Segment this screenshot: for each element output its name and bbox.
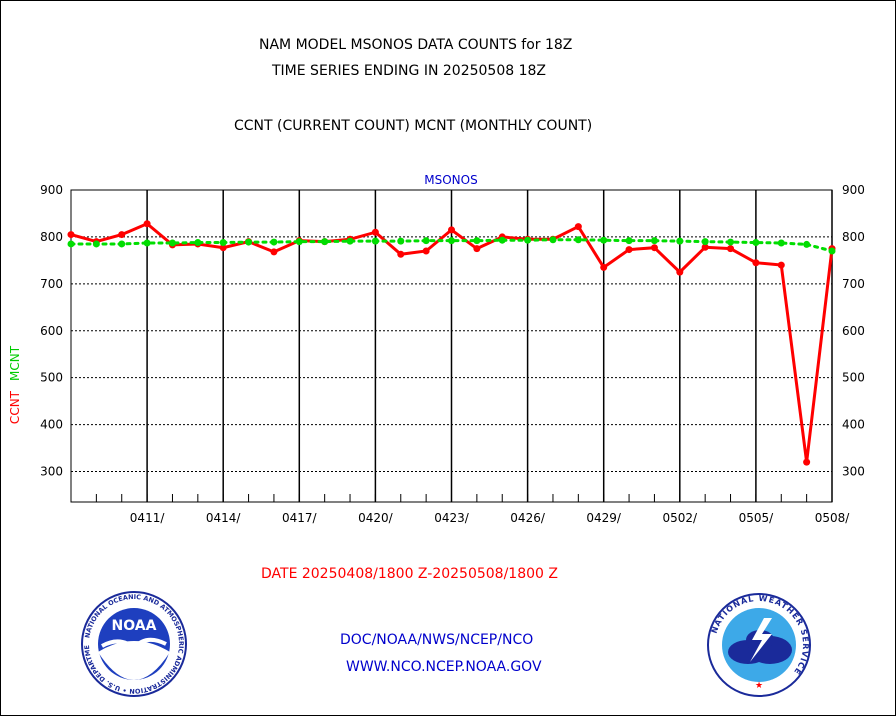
- data-point-mcnt: [371, 237, 379, 245]
- data-point-mcnt: [194, 239, 202, 247]
- data-point-mcnt: [727, 238, 735, 246]
- data-point-mcnt: [321, 238, 329, 246]
- y-tick-label-left: 700: [40, 277, 63, 291]
- data-point-mcnt: [422, 237, 430, 245]
- data-point-ccnt: [752, 259, 760, 267]
- data-point-ccnt: [600, 263, 608, 271]
- noaa-logo: NOAA NATIONAL OCEANIC AND ATMOSPHERIC AD…: [80, 590, 187, 697]
- chart-title-line1: NAM MODEL MSONOS DATA COUNTS for 18Z: [259, 37, 573, 53]
- data-point-mcnt: [473, 237, 481, 245]
- y-tick-label-left: 600: [40, 324, 63, 338]
- data-point-mcnt: [574, 236, 582, 244]
- y-tick-label-left: 400: [40, 418, 63, 432]
- data-point-mcnt: [498, 236, 506, 244]
- data-point-ccnt: [701, 243, 709, 251]
- data-point-ccnt: [397, 250, 405, 258]
- data-point-mcnt: [92, 240, 100, 248]
- data-point-ccnt: [371, 228, 379, 236]
- y-axis-label-mcnt: MCNT: [8, 345, 22, 381]
- x-tick-label: 0426/: [510, 511, 546, 525]
- data-point-mcnt: [346, 237, 354, 245]
- data-point-mcnt: [168, 239, 176, 247]
- data-point-mcnt: [245, 238, 253, 246]
- y-tick-label-left: 800: [40, 230, 63, 244]
- data-point-ccnt: [777, 261, 785, 269]
- nws-logo: NATIONAL WEATHER SERVICE ★: [707, 593, 811, 697]
- y-tick-label-right: 600: [842, 324, 865, 338]
- y-tick-label-right: 400: [842, 418, 865, 432]
- data-point-ccnt: [676, 268, 684, 276]
- data-point-mcnt: [118, 240, 126, 248]
- nws-star-icon: ★: [755, 681, 763, 691]
- data-point-mcnt: [67, 240, 75, 248]
- data-point-mcnt: [625, 237, 633, 245]
- chart-subtitle: CCNT (CURRENT COUNT) MCNT (MONTHLY COUNT…: [234, 118, 593, 134]
- data-point-ccnt: [270, 248, 278, 256]
- x-tick-label: 0505/: [739, 511, 775, 525]
- data-point-mcnt: [701, 238, 709, 246]
- x-tick-label: 0502/: [663, 511, 699, 525]
- data-point-mcnt: [270, 238, 278, 246]
- y-tick-label-left: 300: [40, 465, 63, 479]
- data-point-mcnt: [777, 239, 785, 247]
- data-point-ccnt: [625, 246, 633, 254]
- data-point-mcnt: [549, 236, 557, 244]
- data-point-mcnt: [600, 236, 608, 244]
- data-point-ccnt: [143, 220, 151, 228]
- x-tick-label: 0411/: [130, 511, 166, 525]
- data-point-ccnt: [67, 231, 75, 239]
- data-point-mcnt: [650, 237, 658, 245]
- data-point-mcnt: [295, 238, 303, 246]
- data-point-ccnt: [219, 244, 227, 252]
- y-tick-label-right: 300: [842, 465, 865, 479]
- x-tick-label: 0429/: [586, 511, 622, 525]
- chart-title-line2: TIME SERIES ENDING IN 20250508 18Z: [272, 63, 546, 79]
- data-point-ccnt: [118, 231, 126, 239]
- data-point-mcnt: [828, 247, 836, 255]
- y-tick-label-right: 700: [842, 277, 865, 291]
- data-point-ccnt: [448, 226, 455, 234]
- data-point-mcnt: [143, 239, 151, 247]
- x-tick-label: 0508/: [815, 511, 851, 525]
- y-tick-label-left: 500: [40, 371, 63, 385]
- data-point-ccnt: [727, 245, 735, 253]
- data-point-ccnt: [422, 247, 430, 255]
- data-point-ccnt: [574, 223, 582, 231]
- data-point-mcnt: [752, 239, 760, 247]
- date-range: DATE 20250408/1800 Z-20250508/1800 Z: [261, 566, 558, 582]
- data-point-ccnt: [803, 458, 811, 466]
- data-point-mcnt: [803, 240, 811, 248]
- y-tick-label-right: 800: [842, 230, 865, 244]
- data-point-mcnt: [397, 237, 405, 245]
- y-tick-label-right: 900: [842, 183, 865, 197]
- data-point-mcnt: [219, 239, 227, 247]
- y-tick-label-left: 900: [40, 183, 63, 197]
- y-tick-label-right: 500: [842, 371, 865, 385]
- plot-title: MSONOS: [424, 173, 477, 187]
- org-label: DOC/NOAA/NWS/NCEP/NCO: [340, 632, 534, 648]
- data-point-ccnt: [473, 245, 481, 253]
- y-axis-label: CCNT MCNT: [8, 345, 22, 424]
- x-tick-label: 0414/: [206, 511, 242, 525]
- x-tick-label: 0420/: [358, 511, 394, 525]
- website-link[interactable]: WWW.NCO.NCEP.NOAA.GOV: [346, 659, 542, 675]
- y-axis-label-ccnt: CCNT: [8, 390, 22, 424]
- data-point-mcnt: [448, 237, 455, 245]
- data-point-mcnt: [524, 236, 532, 244]
- data-point-ccnt: [650, 244, 658, 252]
- x-tick-label: 0423/: [434, 511, 470, 525]
- x-tick-label: 0417/: [282, 511, 318, 525]
- data-point-mcnt: [676, 237, 684, 245]
- noaa-logo-text: NOAA: [112, 618, 157, 634]
